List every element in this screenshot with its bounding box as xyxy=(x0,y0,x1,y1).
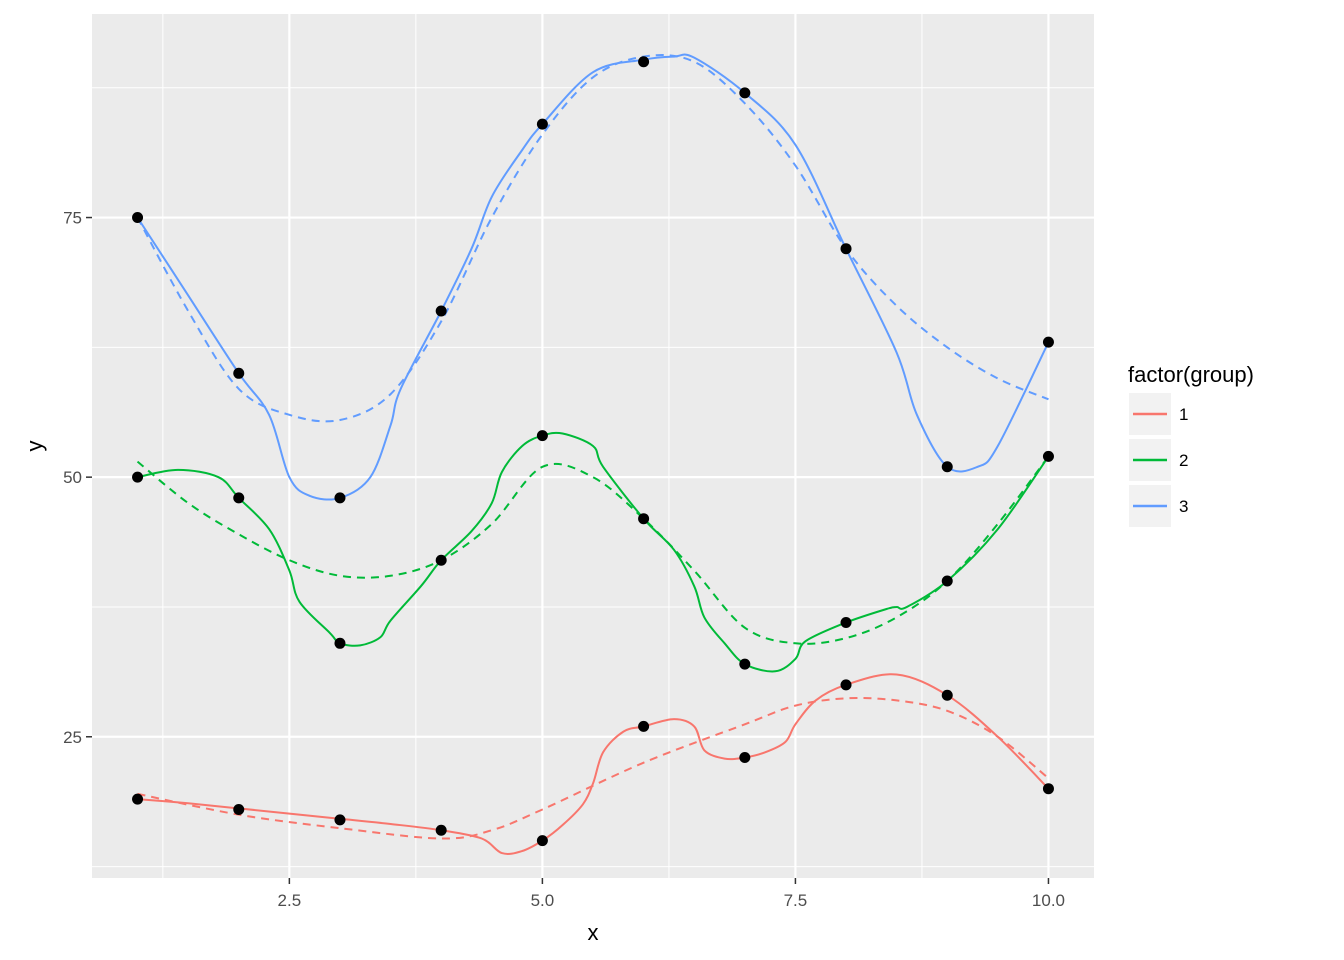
data-point xyxy=(739,752,751,764)
y-axis-title: y xyxy=(22,441,47,452)
data-point xyxy=(638,56,650,68)
data-point xyxy=(233,492,245,504)
data-point xyxy=(233,803,245,815)
grid-major xyxy=(92,14,1094,878)
data-point xyxy=(941,461,953,473)
data-point xyxy=(334,814,346,826)
axis-ticks xyxy=(86,216,1050,884)
x-tick-label: 5.0 xyxy=(531,891,555,910)
data-point xyxy=(638,720,650,732)
data-point xyxy=(638,513,650,525)
y-tick-label: 25 xyxy=(63,728,82,747)
data-point xyxy=(132,471,144,483)
data-point xyxy=(233,367,245,379)
legend-label: 2 xyxy=(1179,451,1188,470)
legend-label: 1 xyxy=(1179,405,1188,424)
data-point xyxy=(739,658,751,670)
y-tick-label: 75 xyxy=(63,209,82,228)
data-point xyxy=(132,212,144,224)
legend-entry-2: 2 xyxy=(1129,439,1188,481)
data-point xyxy=(1042,336,1054,348)
data-point xyxy=(941,689,953,701)
data-point xyxy=(132,793,144,805)
x-tick-label: 10.0 xyxy=(1032,891,1065,910)
data-point xyxy=(1042,783,1054,795)
data-point xyxy=(739,87,751,99)
data-point xyxy=(941,575,953,587)
data-point xyxy=(840,679,852,691)
legend-entry-1: 1 xyxy=(1129,393,1188,435)
series-2-smooth-line xyxy=(136,455,1050,645)
data-point xyxy=(536,118,548,130)
y-tick-labels: 25 50 75 xyxy=(63,209,82,747)
data-point xyxy=(334,637,346,649)
series-3-line xyxy=(136,53,1050,501)
x-tick-label: 7.5 xyxy=(784,891,808,910)
data-point xyxy=(840,243,852,255)
legend: factor(group) 1 2 3 xyxy=(1128,362,1254,527)
data-point xyxy=(435,824,447,836)
data-point xyxy=(435,554,447,566)
x-axis-title: x xyxy=(588,920,599,945)
series-1-line xyxy=(137,673,1050,855)
grid-minor xyxy=(92,14,1094,878)
data-point xyxy=(536,430,548,442)
y-tick-label: 50 xyxy=(63,468,82,487)
smooth-lines xyxy=(136,54,1050,840)
x-tick-labels: 2.5 5.0 7.5 10.0 xyxy=(278,891,1065,910)
legend-title: factor(group) xyxy=(1128,362,1254,387)
legend-label: 3 xyxy=(1179,497,1188,516)
data-point xyxy=(840,617,852,629)
data-point xyxy=(435,305,447,317)
legend-entry-3: 3 xyxy=(1129,485,1188,527)
data-point xyxy=(536,835,548,847)
series-1-smooth-line xyxy=(137,696,1050,840)
x-tick-label: 2.5 xyxy=(278,891,302,910)
data-point xyxy=(334,492,346,504)
data-point xyxy=(1042,450,1054,462)
data-points xyxy=(132,56,1054,847)
legend-entries: 1 2 3 xyxy=(1129,393,1188,527)
